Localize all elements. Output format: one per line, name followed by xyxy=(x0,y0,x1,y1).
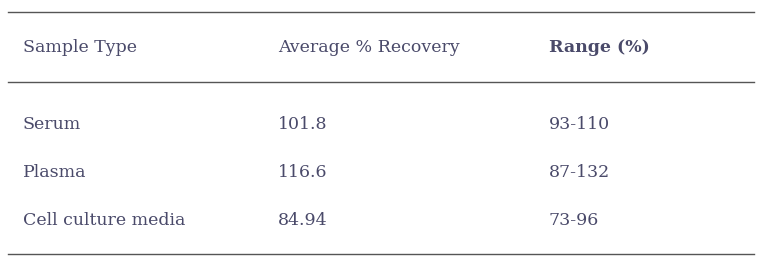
Text: Range (%): Range (%) xyxy=(549,39,649,56)
Text: 101.8: 101.8 xyxy=(278,116,328,133)
Text: Sample Type: Sample Type xyxy=(23,39,137,56)
Text: 73-96: 73-96 xyxy=(549,212,599,229)
Text: 116.6: 116.6 xyxy=(278,164,328,181)
Text: Cell culture media: Cell culture media xyxy=(23,212,185,229)
Text: Plasma: Plasma xyxy=(23,164,86,181)
Text: Average % Recovery: Average % Recovery xyxy=(278,39,460,56)
Text: 84.94: 84.94 xyxy=(278,212,328,229)
Text: 93-110: 93-110 xyxy=(549,116,610,133)
Text: Serum: Serum xyxy=(23,116,81,133)
Text: 87-132: 87-132 xyxy=(549,164,610,181)
